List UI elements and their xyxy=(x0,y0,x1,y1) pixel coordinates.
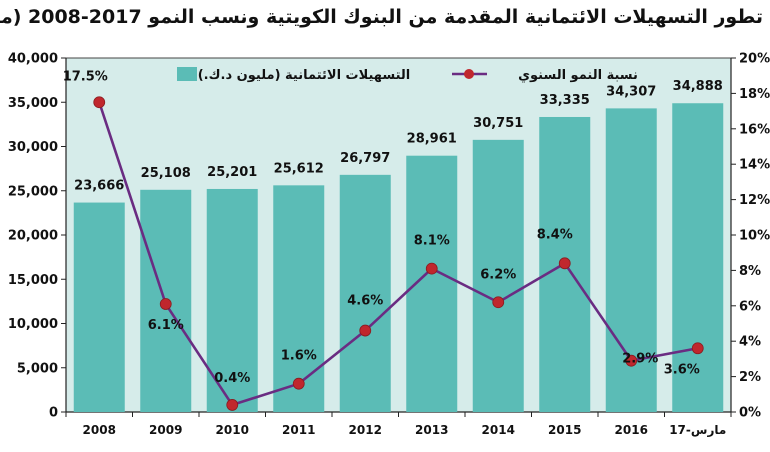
x-axis: 2008 2009 2010 2011 2012 2013 2014 2015 2016 مارس… xyxy=(65,411,732,437)
bar-value-label: 30,751 xyxy=(473,116,523,131)
right-tick-label: 14% xyxy=(739,158,770,173)
line-point xyxy=(425,262,438,275)
legend-line-label: نسبة النمو السنوي xyxy=(518,68,638,83)
bar xyxy=(206,188,258,412)
line-point xyxy=(492,296,505,309)
right-tick-label: 18% xyxy=(739,87,770,102)
x-tick-label: 2011 xyxy=(282,423,315,437)
bar-value-label: 25,108 xyxy=(141,166,191,181)
line-value-label: 17.5% xyxy=(63,69,108,84)
bar xyxy=(273,185,325,412)
right-tick-label: 12% xyxy=(739,193,770,208)
line-value-label: 3.6% xyxy=(664,362,700,377)
left-tick-label: 40,000 xyxy=(8,52,58,67)
left-tick-label: 25,000 xyxy=(8,184,58,199)
bar-value-labels: 23,666 25,108 25,201 25,612 26,797 28,961 30,7… xyxy=(74,79,723,193)
line-value-label: 0.4% xyxy=(214,371,250,386)
left-tick-label: 30,000 xyxy=(8,140,58,155)
left-tick-label: 0 xyxy=(49,406,58,421)
line-point xyxy=(159,298,172,310)
x-tick-label: 2012 xyxy=(349,423,382,437)
x-tick-label: 2016 xyxy=(615,423,648,437)
right-tick-label: 10% xyxy=(739,229,770,244)
line-value-label: 6.1% xyxy=(148,318,184,333)
line-point xyxy=(558,257,571,270)
line-point xyxy=(691,342,704,355)
line-point xyxy=(292,377,305,390)
legend-bar-swatch xyxy=(177,67,197,81)
line-value-label: 6.2% xyxy=(480,267,516,282)
bar xyxy=(672,103,724,412)
right-tick-label: 20% xyxy=(739,52,770,67)
line-value-label: 4.6% xyxy=(347,294,383,309)
line-point xyxy=(93,96,106,109)
right-tick-label: 2% xyxy=(739,370,761,385)
bar-value-label: 34,888 xyxy=(673,79,723,94)
left-tick-label: 5,000 xyxy=(17,361,58,376)
left-tick-label: 35,000 xyxy=(8,96,58,111)
bar-value-label: 28,961 xyxy=(407,132,457,147)
line-value-label: 8.1% xyxy=(414,234,450,249)
right-tick-label: 4% xyxy=(739,335,761,350)
legend-line-marker xyxy=(464,69,474,79)
bar-value-label: 25,612 xyxy=(274,161,324,176)
x-tick-label: 2008 xyxy=(83,423,116,437)
x-tick-label: 2009 xyxy=(149,423,182,437)
left-tick-label: 10,000 xyxy=(8,317,58,332)
line-value-label: 2.9% xyxy=(622,352,658,367)
bar-value-label: 34,307 xyxy=(606,84,656,99)
x-tick-label: 2015 xyxy=(548,423,581,437)
left-tick-label: 20,000 xyxy=(8,229,58,244)
line-point xyxy=(625,354,638,367)
x-tick-label: 2014 xyxy=(482,423,515,437)
series-line xyxy=(98,101,698,407)
right-tick-label: 8% xyxy=(739,264,761,279)
legend: نسبة النمو السنوي التسهيلات الائتمانية (م… xyxy=(177,67,638,83)
line-point xyxy=(359,324,372,337)
line-value-label: 1.6% xyxy=(281,349,317,364)
x-tick-label: مارس-17 xyxy=(669,423,726,437)
right-tick-label: 0% xyxy=(739,406,761,421)
left-tick-label: 15,000 xyxy=(8,273,58,288)
bar xyxy=(472,139,524,413)
chart-title: تطور التسهيلات الائتمانية المقدمة من الب… xyxy=(0,6,763,28)
bar-value-label: 33,335 xyxy=(540,93,590,108)
legend-bar-label: التسهيلات الائتمانية (مليون د.ك.) xyxy=(198,68,411,83)
left-y-axis: 0 5,000 10,000 15,000 20,000 25,000 30,000 35,0… xyxy=(8,52,67,421)
line-value-label: 8.4% xyxy=(537,227,573,242)
line-series xyxy=(93,96,704,411)
right-y-axis: 0% 2% 4% 6% 8% 10% 12% 14% 16% 18% 20% xyxy=(730,52,770,421)
bar xyxy=(339,174,391,412)
bar-value-label: 26,797 xyxy=(340,151,390,166)
bar xyxy=(73,202,125,412)
line-value-labels: 17.5% 6.1% 0.4% 1.6% 4.6% 8.1% 6.2% 8.4% 2.9% 3.6… xyxy=(63,69,700,386)
x-tick-label: 2013 xyxy=(415,423,448,437)
x-tick-label: 2010 xyxy=(216,423,249,437)
line-point xyxy=(226,399,239,411)
right-tick-label: 6% xyxy=(739,299,761,314)
right-tick-label: 16% xyxy=(739,122,770,137)
bar-value-label: 25,201 xyxy=(207,165,257,180)
bar-value-label: 23,666 xyxy=(74,179,124,194)
